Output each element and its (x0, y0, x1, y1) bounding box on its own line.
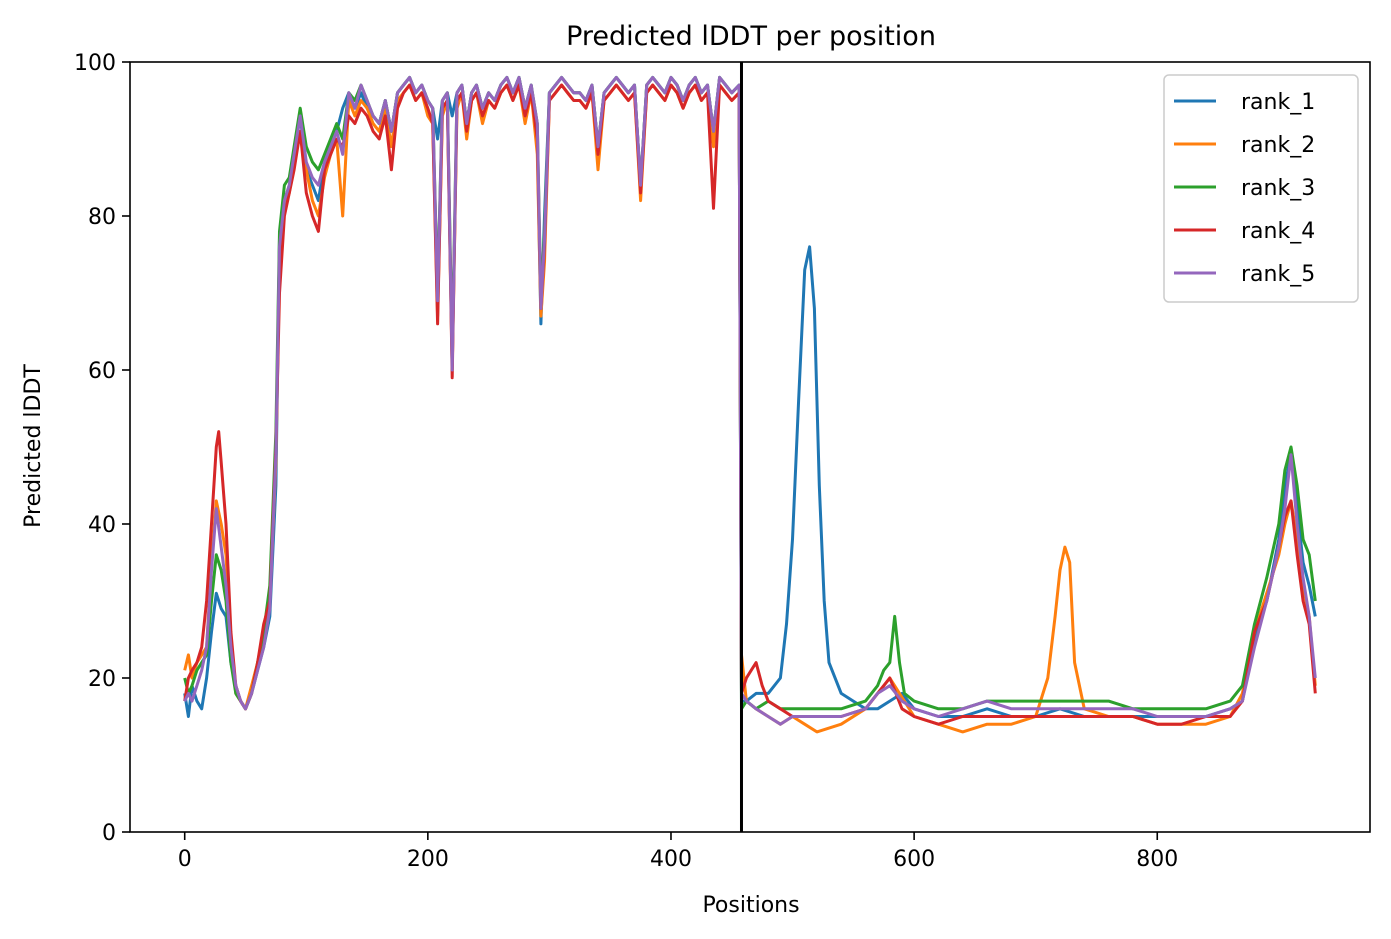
legend-box (1163, 74, 1359, 303)
legend-label-rank_2: rank_2 (1241, 133, 1315, 158)
series-line-rank_3 (183, 75, 1317, 711)
y-axis-title: Predicted lDDT (21, 364, 46, 528)
legend-label-rank_4: rank_4 (1241, 219, 1315, 244)
legend-label-rank_5: rank_5 (1241, 262, 1315, 287)
y-tick-label: 60 (88, 359, 116, 384)
y-tick-label: 0 (102, 821, 116, 846)
legend-label-rank_3: rank_3 (1241, 176, 1315, 201)
series-line-rank_4 (183, 83, 1317, 726)
x-tick-label: 200 (407, 847, 449, 872)
y-tick-label: 20 (88, 667, 116, 692)
chart-title: Predicted lDDT per position (566, 21, 936, 52)
x-tick-label: 400 (650, 847, 692, 872)
x-tick-label: 600 (893, 847, 935, 872)
series-line-rank_1 (183, 75, 1317, 718)
x-tick-label: 800 (1136, 847, 1178, 872)
plot-frame (129, 61, 1371, 833)
axes: 0 200 400 600 800 0 20 40 60 80 100 (74, 51, 1371, 872)
series-line-rank_2 (183, 83, 1317, 734)
y-tick-label: 80 (88, 205, 116, 230)
x-axis-title: Positions (702, 893, 799, 918)
plot-area (183, 62, 1317, 832)
legend: rank_1 rank_2 rank_3 rank_4 rank_5 (1163, 74, 1359, 303)
legend-label-rank_1: rank_1 (1241, 90, 1315, 115)
y-tick-label: 100 (74, 51, 116, 76)
x-tick-label: 0 (178, 847, 192, 872)
y-tick-label: 40 (88, 513, 116, 538)
series-line-rank_5 (183, 75, 1317, 726)
